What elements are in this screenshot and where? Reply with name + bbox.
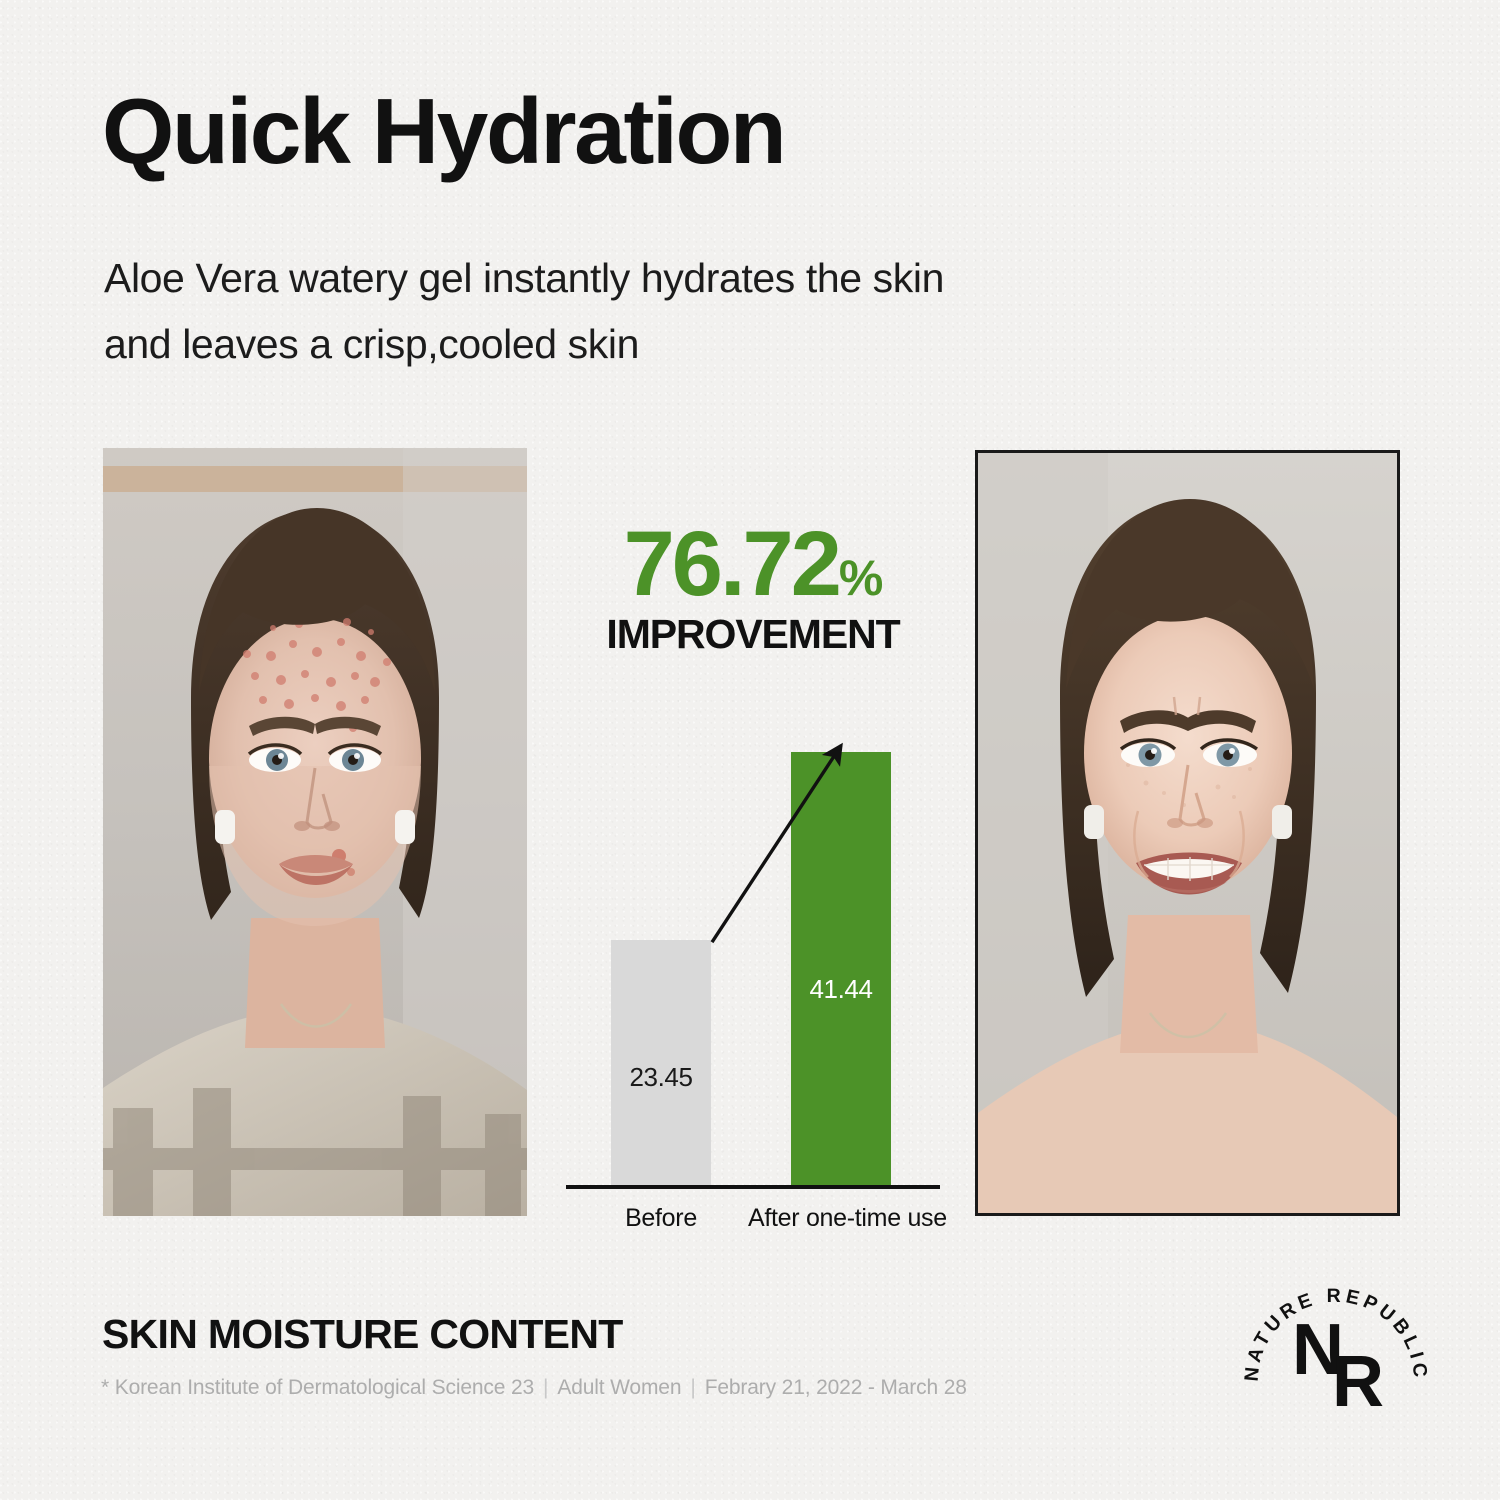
improvement-caption: IMPROVEMENT bbox=[606, 611, 900, 657]
footnote: * Korean Institute of Dermatological Sci… bbox=[101, 1376, 967, 1400]
axis-label-after-text: After one-time use bbox=[748, 1204, 947, 1232]
footnote-subjects: Adult Women bbox=[557, 1376, 682, 1399]
footnote-dates: Febrary 21, 2022 - March 28 bbox=[704, 1376, 967, 1399]
after-photo-image bbox=[978, 453, 1397, 1213]
page-subtitle: Aloe Vera watery gel instantly hydrates … bbox=[104, 255, 944, 368]
footnote-separator-1: | bbox=[543, 1376, 549, 1399]
axis-label-after: After one-time use bbox=[748, 1204, 947, 1233]
chart-plot-area: 23.45 41.44 bbox=[566, 730, 940, 1186]
chart-baseline bbox=[566, 1185, 940, 1189]
bar-value-before: 23.45 bbox=[629, 1062, 693, 1093]
improvement-percentage: 76.72% bbox=[566, 518, 940, 610]
nature-republic-logo-icon: NATURE REPUBLIC N R bbox=[1241, 1285, 1428, 1422]
svg-text:R: R bbox=[1332, 1342, 1384, 1422]
before-photo-image bbox=[103, 448, 527, 1216]
page-title: Quick Hydration bbox=[102, 79, 787, 183]
footnote-source: * Korean Institute of Dermatological Sci… bbox=[101, 1376, 535, 1399]
percent-sign: % bbox=[838, 550, 883, 606]
stat-block: 76.72% IMPROVEMENT bbox=[566, 518, 940, 655]
after-photo bbox=[975, 450, 1400, 1216]
before-photo bbox=[103, 448, 527, 1216]
improvement-value: 76.72 bbox=[623, 513, 842, 615]
footnote-separator-2: | bbox=[690, 1376, 696, 1399]
bar-after: 41.44 bbox=[791, 751, 891, 1186]
bar-before: 23.45 bbox=[611, 940, 711, 1186]
axis-label-before: Before bbox=[625, 1204, 697, 1232]
bar-value-after: 41.44 bbox=[809, 973, 873, 1004]
footer-title: SKIN MOISTURE CONTENT bbox=[102, 1311, 623, 1357]
svg-text:N: N bbox=[1292, 1310, 1344, 1390]
moisture-bar-chart: 23.45 41.44 Before After one-time use bbox=[566, 730, 947, 1240]
nature-republic-logo: NATURE REPUBLIC N R bbox=[1236, 1258, 1436, 1438]
